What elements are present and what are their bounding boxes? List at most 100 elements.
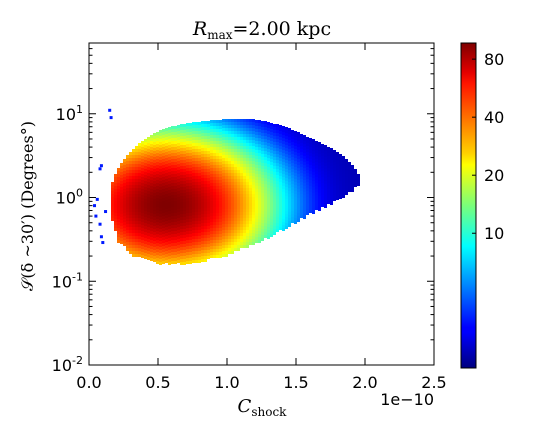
heatmap-cell [219, 210, 222, 213]
heatmap-cell [186, 177, 189, 180]
heatmap-cell [204, 226, 207, 229]
heatmap-cell [291, 181, 294, 184]
heatmap-cell [330, 169, 333, 172]
heatmap-cell [201, 232, 204, 235]
colorbar-tick-label: 40 [484, 108, 504, 127]
heatmap-cell [168, 214, 171, 217]
heatmap-cell [294, 203, 297, 206]
heatmap-cell [297, 216, 300, 219]
heatmap-cell [255, 213, 258, 216]
heatmap-cell [126, 221, 129, 224]
heatmap-cell [213, 138, 216, 141]
heatmap-cell [345, 159, 348, 162]
heatmap-cell [297, 174, 300, 177]
heatmap-cell [348, 165, 351, 168]
heatmap-cell [153, 154, 156, 157]
heatmap-cell [273, 196, 276, 199]
heatmap-cell [246, 125, 249, 128]
heatmap-cell [279, 188, 282, 191]
heatmap-cell [243, 224, 246, 227]
heatmap-cell [135, 248, 138, 251]
heatmap-cell [216, 222, 219, 225]
heatmap-cell [300, 167, 303, 170]
heatmap-cell [312, 202, 315, 205]
heatmap-cell [261, 208, 264, 211]
heatmap-cell [243, 239, 246, 242]
heatmap-cell [339, 193, 342, 196]
heatmap-cell [123, 180, 126, 183]
heatmap-cell [132, 200, 135, 203]
heatmap-cell [234, 179, 237, 182]
heatmap-cell [234, 158, 237, 161]
heatmap-cell [156, 195, 159, 198]
heatmap-cell [198, 227, 201, 230]
heatmap-cell [195, 251, 198, 254]
heatmap-cell [135, 164, 138, 167]
heatmap-cell [321, 192, 324, 195]
heatmap-cell [234, 185, 237, 188]
heatmap-cell [279, 197, 282, 200]
heatmap-cell [123, 183, 126, 186]
heatmap-cell [237, 119, 240, 122]
heatmap-cell [291, 214, 294, 217]
heatmap-cell [204, 229, 207, 232]
heatmap-cell [348, 177, 351, 180]
heatmap-cell [186, 237, 189, 240]
heatmap-cell [147, 170, 150, 173]
heatmap-cell [189, 207, 192, 210]
heatmap-cell [291, 130, 294, 133]
heatmap-cell [168, 202, 171, 205]
heatmap-cell [180, 253, 183, 256]
heatmap-cell [246, 227, 249, 230]
heatmap-cell [168, 187, 171, 190]
heatmap-cell [159, 166, 162, 169]
heatmap-cell [204, 121, 207, 124]
heatmap-cell [189, 180, 192, 183]
heatmap-cell [153, 166, 156, 169]
heatmap-cell [276, 187, 279, 190]
heatmap-cell [120, 211, 123, 214]
heatmap-cell [186, 258, 189, 261]
heatmap-cell [210, 222, 213, 225]
heatmap-cell [330, 160, 333, 163]
heatmap-cell [258, 216, 261, 219]
heatmap-cell [237, 212, 240, 215]
heatmap-cell [198, 167, 201, 170]
heatmap-cell [315, 162, 318, 165]
heatmap-cell [198, 260, 201, 263]
heatmap-cell [144, 190, 147, 193]
heatmap-cell [114, 210, 117, 213]
heatmap-cell [162, 252, 165, 255]
heatmap-cell [276, 127, 279, 130]
heatmap-cell [243, 128, 246, 131]
heatmap-cell [156, 168, 159, 171]
heatmap-cell [183, 130, 186, 133]
heatmap-cell [204, 235, 207, 238]
heatmap-cell [297, 156, 300, 159]
heatmap-cell [144, 193, 147, 196]
heatmap-cell [222, 167, 225, 170]
heatmap-cell [156, 219, 159, 222]
heatmap-cell [207, 142, 210, 145]
heatmap-cell [171, 174, 174, 177]
heatmap-cell [342, 180, 345, 183]
heatmap-cell [300, 158, 303, 161]
heatmap-cell [237, 149, 240, 152]
heatmap-cell [327, 177, 330, 180]
heatmap-cell [120, 163, 123, 166]
heatmap-cell [291, 172, 294, 175]
heatmap-cell [174, 180, 177, 183]
heatmap-cell [225, 200, 228, 203]
heatmap-cell [294, 197, 297, 200]
heatmap-cell [207, 175, 210, 178]
heatmap-cell [222, 197, 225, 200]
heatmap-cell [234, 152, 237, 155]
heatmap-cell [135, 170, 138, 173]
heatmap-cell [153, 193, 156, 196]
heatmap-cell [270, 153, 273, 156]
heatmap-cell [165, 185, 168, 188]
heatmap-cell [156, 261, 159, 264]
heatmap-cell [291, 220, 294, 223]
heatmap-cell [159, 178, 162, 181]
heatmap-cell [117, 240, 120, 243]
